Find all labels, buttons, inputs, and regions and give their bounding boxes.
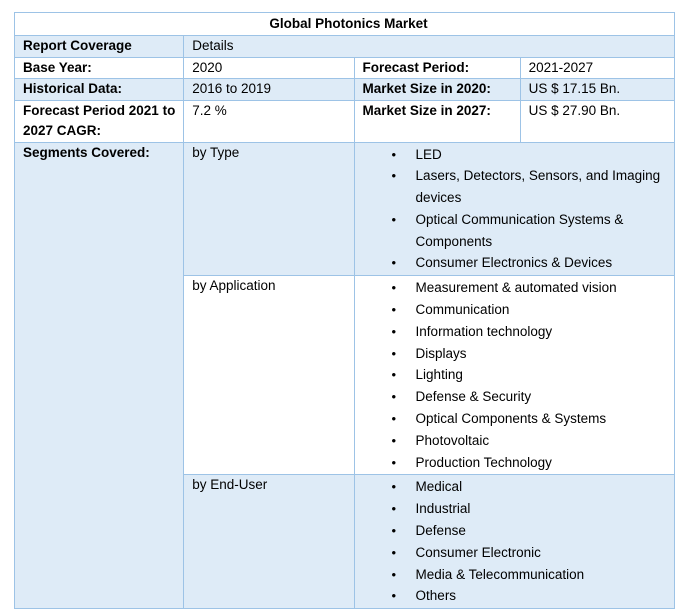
list-item: • Optical Communication Systems & Compone… [355,209,674,253]
segment-item-text: Information technology [415,323,553,339]
bullet-icon: • [391,323,397,339]
bullet-icon: • [391,302,397,318]
market-size-2027-label: Market Size in 2027: [353,99,521,143]
historical-data-label: Historical Data: [13,78,185,101]
cagr-row: Forecast Period 2021 to 2027 CAGR: 7.2 %… [13,99,676,143]
list-item: • Production Technology [355,452,674,474]
segment-row-type: Segments Covered: by Type • LED • Lasers, D… [13,141,676,610]
segment-list-end-user-cell: • Medical • Industrial • Defense • Consumer Ele… [353,474,676,610]
base-year-value: 2020 [183,56,355,79]
segment-list: • LED • Lasers, Detectors, Sensors, and Ima… [355,144,674,275]
segment-group-end-user: by End-User [183,474,355,610]
list-item: • Measurement & automated vision [355,277,674,299]
bullet-icon: • [391,280,397,296]
segment-list-type-cell: • LED • Lasers, Detectors, Sensors, and Ima… [353,141,676,277]
base-year-row: Base Year: 2020 Forecast Period: 2021-20… [13,56,676,79]
bullet-icon: • [391,389,397,405]
segments-label: Segments Covered: [13,141,185,610]
list-item: • Medical [355,476,674,498]
list-item: • Consumer Electronic [355,542,674,564]
segment-group-application: by Application [183,275,355,476]
list-item: • Lighting [355,364,674,386]
segment-item-text: Medical [415,479,463,495]
forecast-period-label: Forecast Period: [353,56,521,79]
list-item: • Industrial [355,498,674,520]
list-item: • Lasers, Detectors, Sensors, and Imaging… [355,165,674,209]
segment-item-text: Media & Telecommunication [415,566,585,582]
historical-data-value: 2016 to 2019 [183,78,355,101]
header-value: Details [183,35,675,58]
header-label: Report Coverage [13,35,185,58]
bullet-icon: • [391,255,397,271]
bullet-icon: • [391,211,397,227]
segment-group-type: by Type [183,141,355,277]
list-item: • Defense [355,520,674,542]
header-row: Report Coverage Details [13,35,675,58]
table-title: Global Photonics Market [14,12,675,36]
segment-item-text: Others [415,588,457,604]
segment-item-text: Defense [415,523,466,539]
segment-item-text: Consumer Electronics & Devices [415,255,613,271]
bullet-icon: • [391,523,397,539]
segment-row-end-user: by End-User • Medical • Industrial • Defense •… [15,474,676,610]
list-item: • Information technology [355,321,674,343]
list-item: • Photovoltaic [355,430,674,452]
market-size-2020-label: Market Size in 2020: [353,78,521,101]
bullet-icon: • [391,367,397,383]
bullet-icon: • [391,544,397,560]
segment-item-text: Optical Communication Systems & Componen… [415,211,624,249]
bullet-icon: • [391,454,397,470]
segment-list: • Medical • Industrial • Defense • Consumer Ele… [355,476,674,607]
segment-item-text: Photovoltaic [415,432,490,448]
segment-list: • Measurement & automated vision • Communic… [355,277,674,473]
bullet-icon: • [391,411,397,427]
list-item: • Consumer Electronics & Devices [355,252,674,274]
list-item: • Communication [355,299,674,321]
list-item: • Displays [355,343,674,365]
base-year-label: Base Year: [13,56,185,79]
bullet-icon: • [391,479,397,495]
segment-item-text: Lasers, Detectors, Sensors, and Imaging … [415,168,661,206]
segment-row-application: by Application • Measurement & automated … [15,275,676,476]
list-item: • Defense & Security [355,386,674,408]
historical-row: Historical Data: 2016 to 2019 Market Siz… [13,78,676,101]
segment-item-text: Optical Components & Systems [415,411,607,427]
cagr-label: Forecast Period 2021 to 2027 CAGR: [13,99,185,143]
segment-item-text: Production Technology [415,454,552,470]
report-table: Global Photonics Market Report Coverage … [13,12,676,610]
cagr-value: 7.2 % [183,99,355,143]
segment-item-text: Communication [415,302,510,318]
segment-list-application-cell: • Measurement & automated vision • Communic… [353,275,676,476]
segment-item-text: LED [415,146,442,162]
title-row: Global Photonics Market [14,12,675,36]
segment-item-text: Defense & Security [415,389,532,405]
segment-item-text: Lighting [415,367,463,383]
bullet-icon: • [391,345,397,361]
forecast-period-value: 2021-2027 [519,56,676,79]
bullet-icon: • [391,588,397,604]
bullet-icon: • [391,432,397,448]
bullet-icon: • [391,566,397,582]
segment-item-text: Industrial [415,501,471,517]
bullet-icon: • [391,146,397,162]
bullet-icon: • [391,501,397,517]
list-item: • Others [355,585,674,607]
bullet-icon: • [391,168,397,184]
list-item: • Optical Components & Systems [355,408,674,430]
market-size-2027-value: US $ 27.90 Bn. [519,99,676,143]
list-item: • LED [355,144,674,166]
market-size-2020-value: US $ 17.15 Bn. [519,78,676,101]
list-item: • Media & Telecommunication [355,564,674,586]
segment-item-text: Consumer Electronic [415,544,541,560]
segment-item-text: Measurement & automated vision [415,280,617,296]
segment-item-text: Displays [415,345,467,361]
